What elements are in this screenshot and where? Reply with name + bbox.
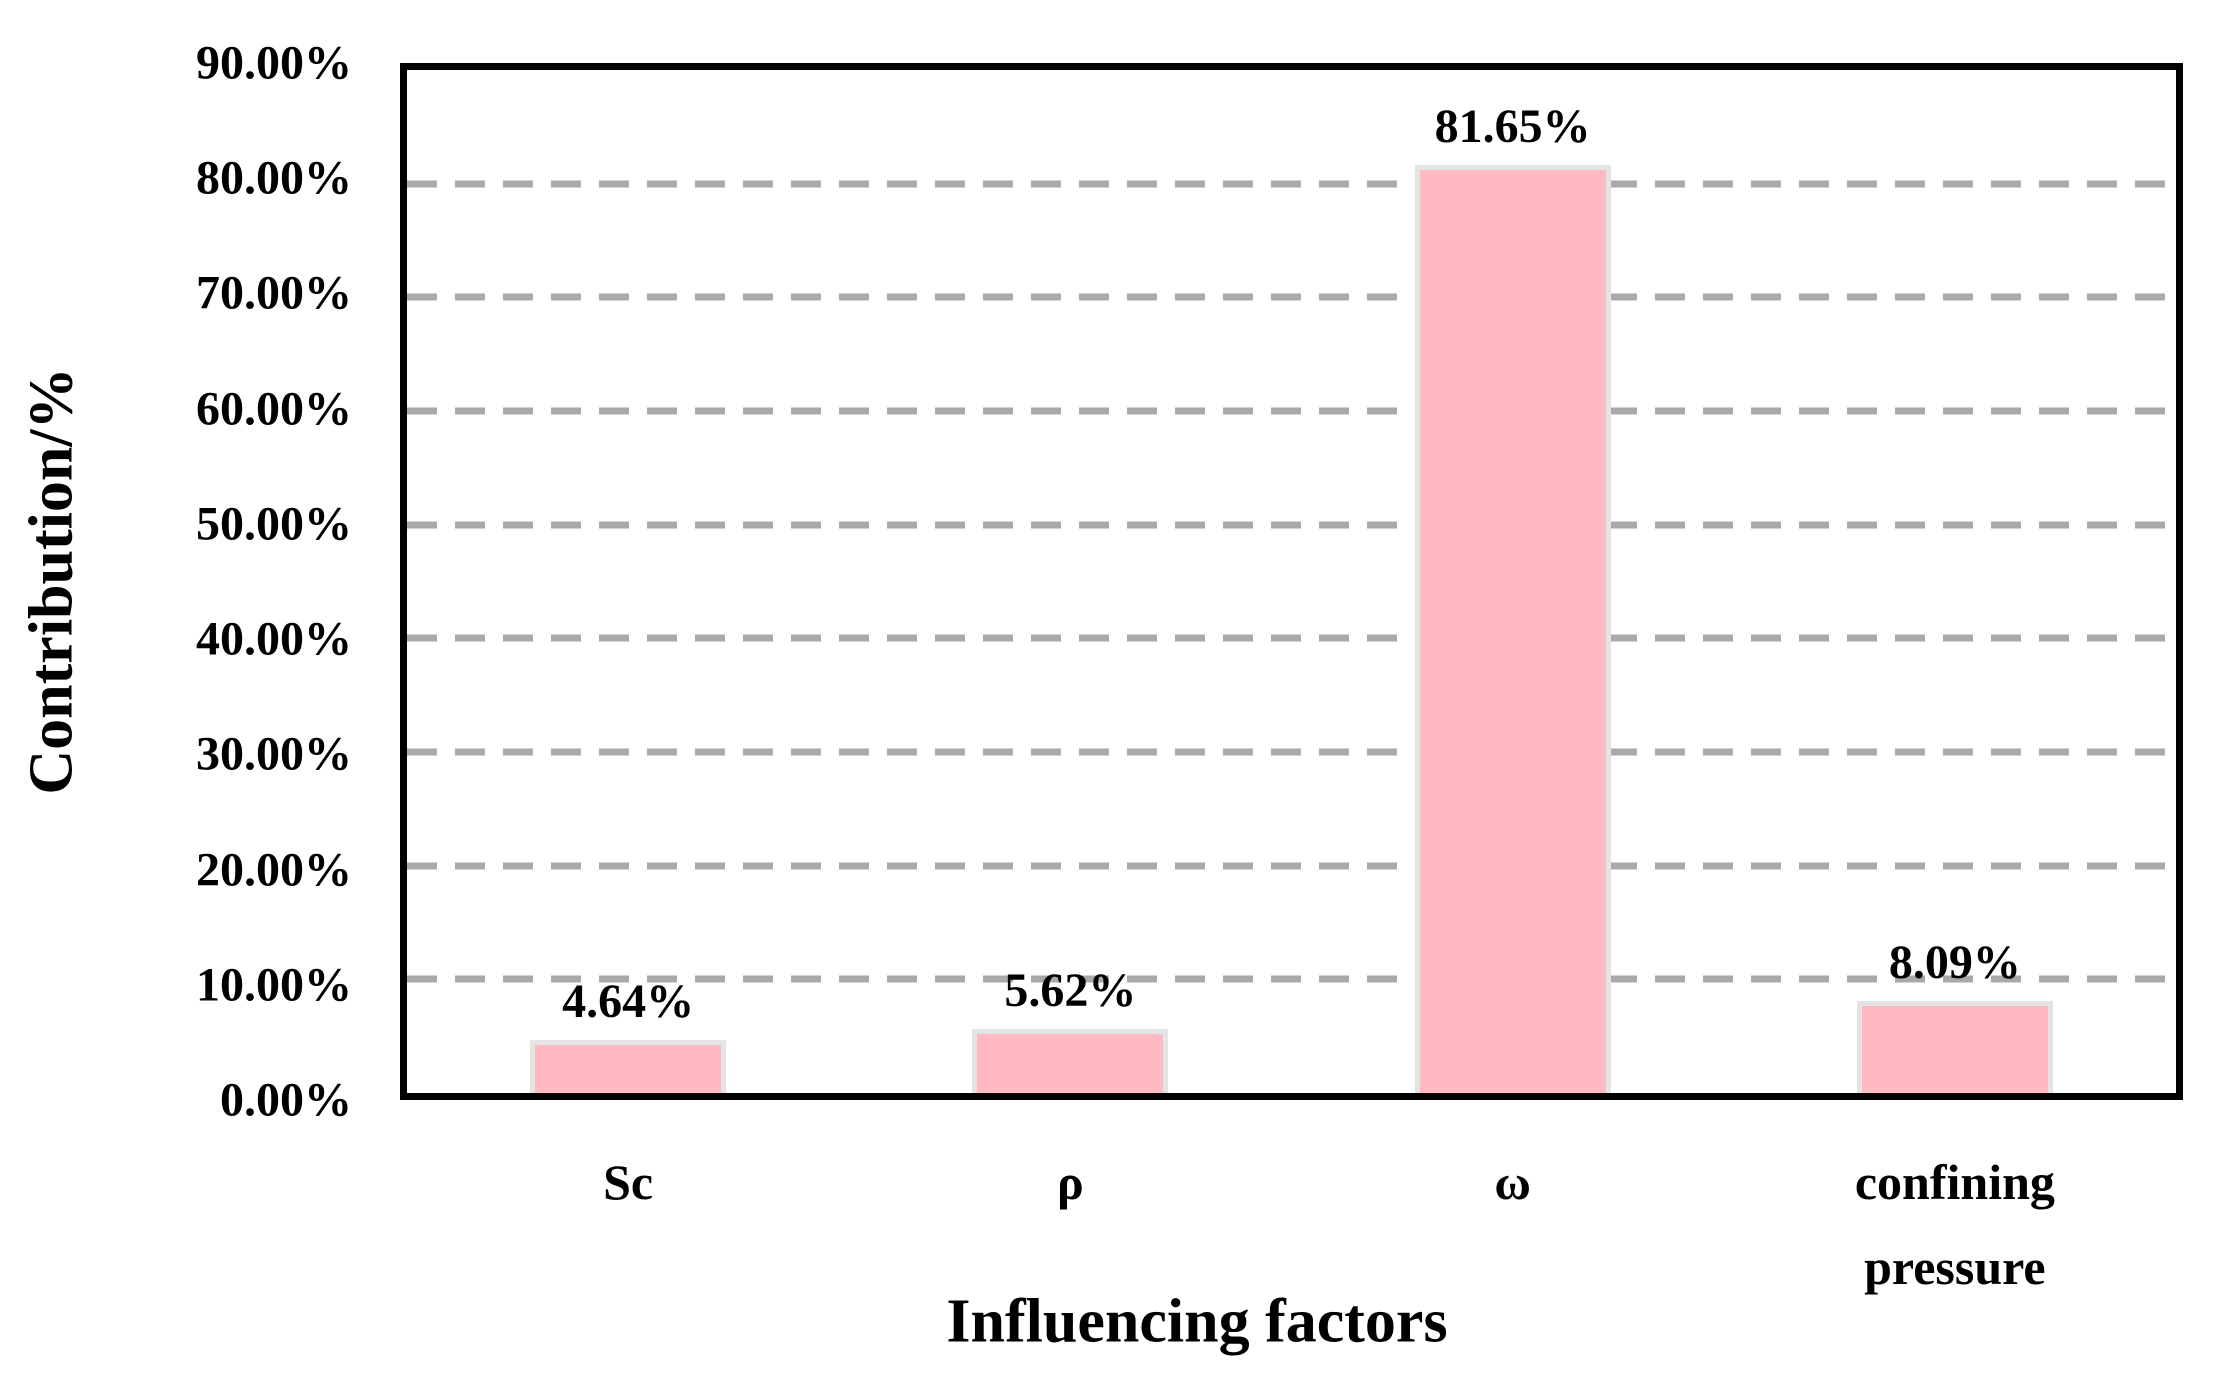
bar: 8.09%: [1856, 936, 2053, 1093]
category-label: Sc: [407, 1140, 849, 1310]
category-label: ω: [1292, 1140, 1734, 1310]
y-tick-label: 10.00%: [196, 958, 352, 1012]
x-axis-title: Influencing factors: [946, 1287, 1448, 1356]
category-label-text: ρ: [1056, 1154, 1084, 1210]
y-axis-tick-labels: 0.00% 10.00% 20.00% 30.00% 40.00% 50.00% 60.00…: [0, 37, 352, 1127]
gridline: [407, 180, 2176, 188]
bar-value-label: 5.62%: [1004, 964, 1137, 1018]
bar-value-label: 8.09%: [1888, 936, 2021, 990]
category-label-text: ω: [1494, 1154, 1531, 1210]
y-tick-label: 0.00%: [220, 1073, 352, 1127]
category-label-text: Sc: [603, 1154, 654, 1210]
bar-slot: 8.09%: [1734, 70, 2176, 1093]
y-tick-label: 80.00%: [196, 151, 352, 205]
category-label: confining pressure: [1734, 1140, 2176, 1310]
y-tick-label: 90.00%: [196, 36, 352, 90]
bar: 4.64%: [530, 975, 727, 1093]
gridline: [407, 634, 2176, 642]
category-label: ρ: [849, 1140, 1291, 1310]
x-axis-category-labels: Sc ρ ω confining pressure: [407, 1140, 2176, 1310]
y-tick-label: 50.00%: [196, 497, 352, 551]
bar-value-label: 4.64%: [562, 975, 695, 1029]
y-tick-label: 20.00%: [196, 843, 352, 897]
bars: 4.64% 5.62% 81.65% 8.09%: [407, 70, 2176, 1093]
gridline: [407, 748, 2176, 756]
plot-area: 4.64% 5.62% 81.65% 8.09%: [400, 63, 2183, 1100]
bar: 5.62%: [972, 964, 1169, 1093]
bar-value-label: 81.65%: [1434, 99, 1591, 153]
bar: 81.65%: [1414, 100, 1611, 1093]
bar-slot: 5.62%: [849, 70, 1291, 1093]
y-tick-label: 60.00%: [196, 382, 352, 436]
bar-slot: 4.64%: [407, 70, 849, 1093]
category-label-text: confining pressure: [1854, 1154, 2055, 1295]
gridlines: [407, 70, 2176, 1093]
y-tick-label: 30.00%: [196, 727, 352, 781]
bar-slot: 81.65%: [1292, 70, 1734, 1093]
gridline: [407, 975, 2176, 983]
y-tick-label: 40.00%: [196, 612, 352, 666]
y-tick-label: 70.00%: [196, 266, 352, 320]
gridline: [407, 293, 2176, 301]
gridline: [407, 521, 2176, 529]
gridline: [407, 862, 2176, 870]
gridline: [407, 407, 2176, 415]
